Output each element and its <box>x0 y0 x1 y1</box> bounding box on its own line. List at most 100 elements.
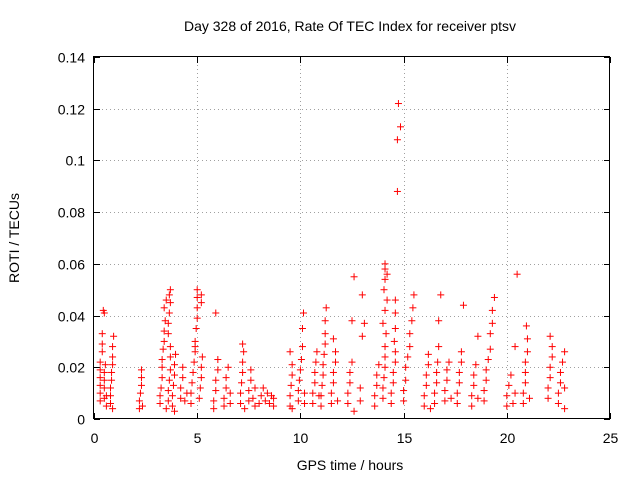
data-point <box>270 402 278 410</box>
data-point <box>327 399 335 407</box>
data-point <box>554 399 562 407</box>
data-point <box>317 392 325 400</box>
y-tick-label: 0 <box>77 412 85 428</box>
data-point <box>162 405 170 413</box>
data-point <box>226 399 234 407</box>
data-point <box>379 384 387 392</box>
data-point <box>190 358 198 366</box>
data-point <box>287 381 295 389</box>
x-tick-label: 20 <box>500 430 516 446</box>
data-point <box>321 340 329 348</box>
data-point <box>424 350 432 358</box>
data-point <box>521 368 529 376</box>
data-point <box>160 337 168 345</box>
data-point <box>329 379 337 387</box>
data-point <box>358 332 366 340</box>
data-point <box>177 384 185 392</box>
data-point <box>96 374 104 382</box>
data-point <box>474 332 482 340</box>
data-point <box>298 325 306 332</box>
data-point <box>179 374 187 382</box>
data-point <box>322 304 330 312</box>
data-point <box>214 356 222 364</box>
data-point <box>344 389 352 397</box>
data-point <box>381 260 389 268</box>
data-point <box>222 384 230 392</box>
data-point <box>197 374 205 382</box>
data-point <box>239 368 247 376</box>
data-point <box>96 358 104 366</box>
data-point <box>391 325 399 332</box>
data-point <box>482 376 490 384</box>
data-point <box>371 402 379 410</box>
y-tick-label: 0.06 <box>58 257 85 273</box>
data-point <box>110 332 118 340</box>
data-point <box>212 387 220 395</box>
data-point <box>270 394 278 402</box>
data-point <box>220 394 228 402</box>
y-tick-label: 0.1 <box>66 153 86 169</box>
x-tick-label: 10 <box>293 430 309 446</box>
data-point <box>521 358 529 366</box>
data-point <box>137 374 145 382</box>
data-point <box>321 317 329 325</box>
data-point <box>224 363 232 371</box>
data-point <box>394 100 402 108</box>
data-point <box>393 136 401 144</box>
data-point <box>544 394 552 402</box>
data-point <box>431 399 439 407</box>
data-point <box>212 309 220 317</box>
data-point <box>164 387 172 395</box>
chart-title: Day 328 of 2016, Rate Of TEC Index for r… <box>184 18 516 34</box>
data-point <box>251 384 259 392</box>
data-point <box>400 387 408 395</box>
data-point <box>251 402 259 410</box>
data-point <box>404 353 412 361</box>
data-point <box>422 371 430 379</box>
data-point <box>109 361 117 369</box>
data-point <box>108 376 116 384</box>
data-point <box>99 306 107 314</box>
data-point <box>311 379 319 387</box>
data-point <box>109 405 117 413</box>
data-point <box>433 368 441 376</box>
data-point <box>474 394 482 402</box>
data-point <box>526 394 534 402</box>
data-point <box>559 358 567 366</box>
data-point <box>164 319 172 327</box>
data-point <box>382 330 390 338</box>
data-point <box>172 350 180 358</box>
data-point <box>166 299 174 307</box>
data-point <box>158 374 166 382</box>
plot-frame <box>93 56 610 419</box>
data-point <box>406 330 414 338</box>
data-point <box>197 363 205 371</box>
data-point <box>309 389 317 397</box>
data-point <box>297 356 305 364</box>
grid-lines <box>94 57 610 419</box>
data-point <box>198 353 206 361</box>
data-point <box>433 379 441 387</box>
x-tick-label: 5 <box>194 430 202 446</box>
data-points <box>96 100 569 415</box>
data-point <box>98 348 106 356</box>
data-point <box>158 356 166 364</box>
data-point <box>408 317 416 325</box>
x-tick-label: 15 <box>397 430 413 446</box>
data-point <box>319 361 327 369</box>
y-tick-label: 0.08 <box>58 205 85 221</box>
data-point <box>521 379 529 387</box>
data-point <box>179 363 187 371</box>
data-point <box>393 187 401 195</box>
data-point <box>238 379 246 387</box>
data-point <box>101 361 109 369</box>
y-axis-title: ROTI / TECUs <box>6 193 22 283</box>
data-point <box>437 291 445 299</box>
data-point <box>96 381 104 389</box>
data-point <box>189 368 197 376</box>
data-point <box>380 374 388 382</box>
data-point <box>195 394 203 402</box>
data-point <box>420 392 428 400</box>
data-point <box>468 402 476 410</box>
